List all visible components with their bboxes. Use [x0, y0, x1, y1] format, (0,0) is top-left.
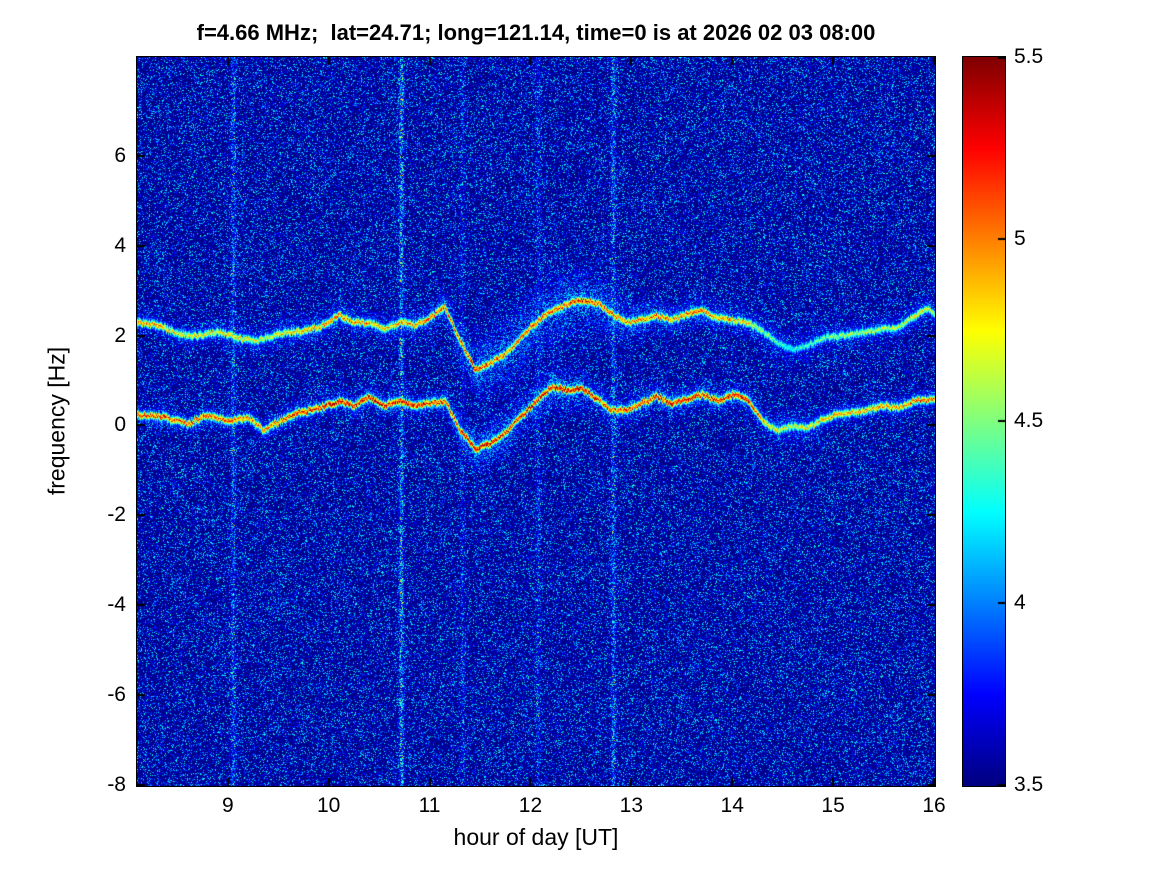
y-axis-label: frequency [Hz]	[43, 346, 70, 496]
x-tick-label: 9	[221, 794, 234, 817]
y-tick-label: -2	[107, 503, 126, 527]
colorbar-tick-label: 3.5	[1014, 773, 1044, 796]
x-tick-label: 15	[821, 794, 845, 817]
colorbar-tick-label: 5	[1014, 227, 1026, 250]
y-tick-label: -4	[107, 593, 126, 617]
x-axis-label: hour of day [UT]	[453, 824, 619, 850]
colorbar-tick-label: 5.5	[1014, 45, 1044, 68]
x-tick-label: 10	[316, 794, 341, 817]
colorbar-tick-label: 4	[1014, 591, 1026, 614]
y-tick-label: 2	[114, 323, 126, 347]
spectrogram-canvas	[136, 56, 936, 787]
x-tick-label: 12	[518, 794, 543, 817]
y-tick-label: 0	[114, 413, 126, 437]
x-tick-label: 13	[619, 794, 644, 817]
x-tick-label: 14	[720, 794, 744, 817]
x-tick-label: 11	[418, 794, 441, 817]
y-tick-label: 4	[114, 233, 126, 257]
colorbar-tick-label: 4.5	[1014, 409, 1044, 432]
y-tick-label: 6	[114, 143, 126, 167]
chart-title: f=4.66 MHz; lat=24.71; long=121.14, time…	[196, 20, 876, 45]
colorbar	[962, 56, 1006, 787]
y-tick-label: -8	[107, 773, 126, 796]
x-tick-label: 16	[922, 794, 946, 817]
y-tick-label: -6	[107, 683, 126, 707]
